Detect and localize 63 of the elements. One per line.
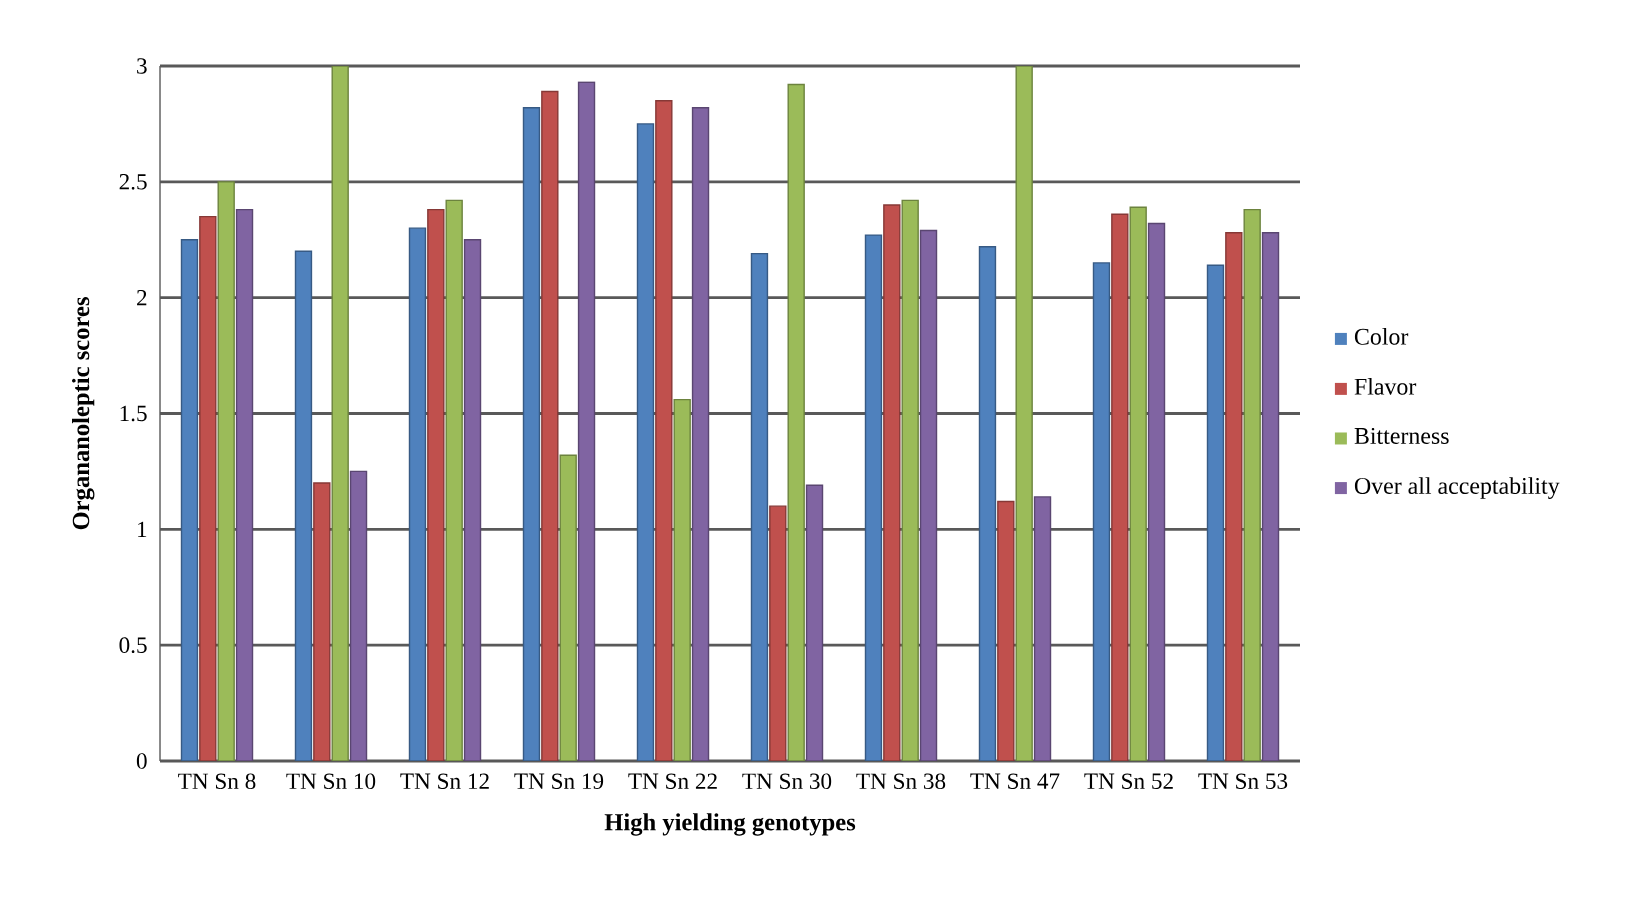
bar	[1129, 206, 1147, 761]
bar	[1261, 232, 1280, 761]
bar	[919, 229, 938, 761]
x-tick-label: TN Sn 8	[178, 773, 256, 790]
x-tick-label: TN Sn 22	[628, 773, 717, 789]
bar	[769, 505, 787, 761]
bar	[655, 100, 673, 761]
bar	[978, 245, 997, 761]
y-tick-label: 2	[137, 289, 147, 306]
x-tick-label: TN Sn 38	[856, 773, 946, 790]
y-tick-label: 1	[138, 521, 147, 537]
bar	[805, 484, 824, 761]
bar	[997, 500, 1015, 761]
bar	[349, 470, 368, 761]
bar	[1225, 232, 1243, 761]
bar	[331, 65, 349, 761]
bar	[883, 204, 901, 761]
legend-label: Color	[1354, 327, 1409, 345]
legend-label: Bitterness	[1354, 427, 1449, 444]
legend-label: Flavor	[1354, 377, 1417, 395]
y-tick-label: 2.5	[119, 173, 147, 190]
bar	[408, 227, 427, 761]
y-tick-label: 1.5	[120, 405, 147, 422]
x-tick-label: TN Sn 47	[970, 773, 1060, 789]
bar	[1111, 213, 1129, 761]
x-axis-title: High yielding genotypes	[604, 813, 856, 836]
bar	[235, 208, 254, 761]
bar	[787, 83, 805, 761]
bar	[901, 199, 919, 761]
x-tick-label: TN Sn 12	[400, 773, 489, 789]
bar	[750, 252, 769, 761]
y-tick-label: 0.5	[119, 637, 147, 654]
y-tick-label: 3	[137, 58, 147, 74]
bar	[559, 454, 577, 761]
legend-label: Over all acceptability	[1354, 477, 1560, 499]
bar	[1147, 222, 1166, 761]
x-tick-label: TN Sn 19	[514, 773, 604, 789]
bar	[577, 81, 596, 761]
bar	[217, 181, 235, 761]
bar	[1015, 65, 1033, 761]
bar	[1243, 208, 1261, 761]
bar	[313, 482, 331, 761]
bar	[541, 90, 559, 761]
bar	[427, 208, 445, 761]
bar	[1033, 496, 1052, 761]
bar	[636, 123, 655, 761]
x-tick-label: TN Sn 30	[742, 773, 832, 790]
x-tick-label: TN Sn 10	[286, 773, 376, 790]
y-tick-label: 0	[136, 753, 147, 769]
bar	[864, 234, 883, 761]
bar	[199, 215, 217, 761]
bar	[463, 239, 482, 761]
bar	[180, 239, 199, 761]
y-axis-title: Organanoleptic scores	[72, 297, 95, 530]
bar	[1206, 264, 1225, 761]
x-tick-label: TN Sn 53	[1198, 773, 1288, 789]
bar	[691, 106, 710, 761]
x-tick-label: TN Sn 52	[1084, 773, 1173, 789]
bar	[445, 199, 463, 761]
bar	[522, 106, 541, 761]
bar	[1092, 262, 1111, 761]
bar	[294, 250, 313, 761]
bar	[673, 398, 691, 761]
